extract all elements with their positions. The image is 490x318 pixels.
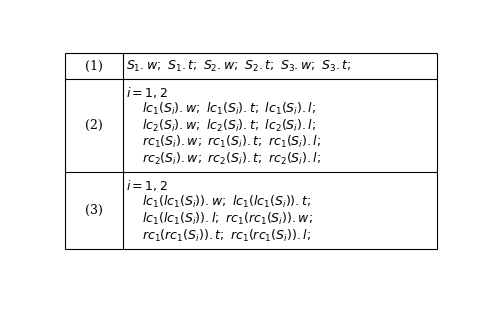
Text: $rc_1(rc_1(S_i)).t;\ rc_1(rc_1(S_i)).l;$: $rc_1(rc_1(S_i)).t;\ rc_1(rc_1(S_i)).l;$ <box>143 228 311 244</box>
Text: $i = 1, 2$: $i = 1, 2$ <box>126 85 168 100</box>
Text: $lc_2(S_i).w;\ lc_2(S_i).t;\ lc_2(S_i).l;$: $lc_2(S_i).w;\ lc_2(S_i).t;\ lc_2(S_i).l… <box>143 118 317 134</box>
Text: $rc_1(S_i).w;\ rc_1(S_i).t;\ rc_1(S_i).l;$: $rc_1(S_i).w;\ rc_1(S_i).t;\ rc_1(S_i).l… <box>143 135 321 150</box>
Text: $lc_1(lc_1(S_i)).w;\ lc_1(lc_1(S_i)).t;$: $lc_1(lc_1(S_i)).w;\ lc_1(lc_1(S_i)).t;$ <box>143 194 311 210</box>
Text: $rc_2(S_i).w;\ rc_2(S_i).t;\ rc_2(S_i).l;$: $rc_2(S_i).w;\ rc_2(S_i).t;\ rc_2(S_i).l… <box>143 151 321 167</box>
Text: $S_1.w;\ S_1.t;\ S_2.w;\ S_2.t;\ S_3.w;\ S_3.t;$: $S_1.w;\ S_1.t;\ S_2.w;\ S_2.t;\ S_3.w;\… <box>126 59 351 73</box>
Text: $lc_1(lc_1(S_i)).l;\ rc_1(rc_1(S_i)).w;$: $lc_1(lc_1(S_i)).l;\ rc_1(rc_1(S_i)).w;$ <box>143 211 313 227</box>
Text: (1): (1) <box>85 59 103 73</box>
Text: (2): (2) <box>85 119 103 132</box>
Text: $lc_1(S_i).w;\ lc_1(S_i).t;\ lc_1(S_i).l;$: $lc_1(S_i).w;\ lc_1(S_i).t;\ lc_1(S_i).l… <box>143 101 317 117</box>
Text: (3): (3) <box>85 204 103 217</box>
Text: $i = 1, 2$: $i = 1, 2$ <box>126 178 168 193</box>
